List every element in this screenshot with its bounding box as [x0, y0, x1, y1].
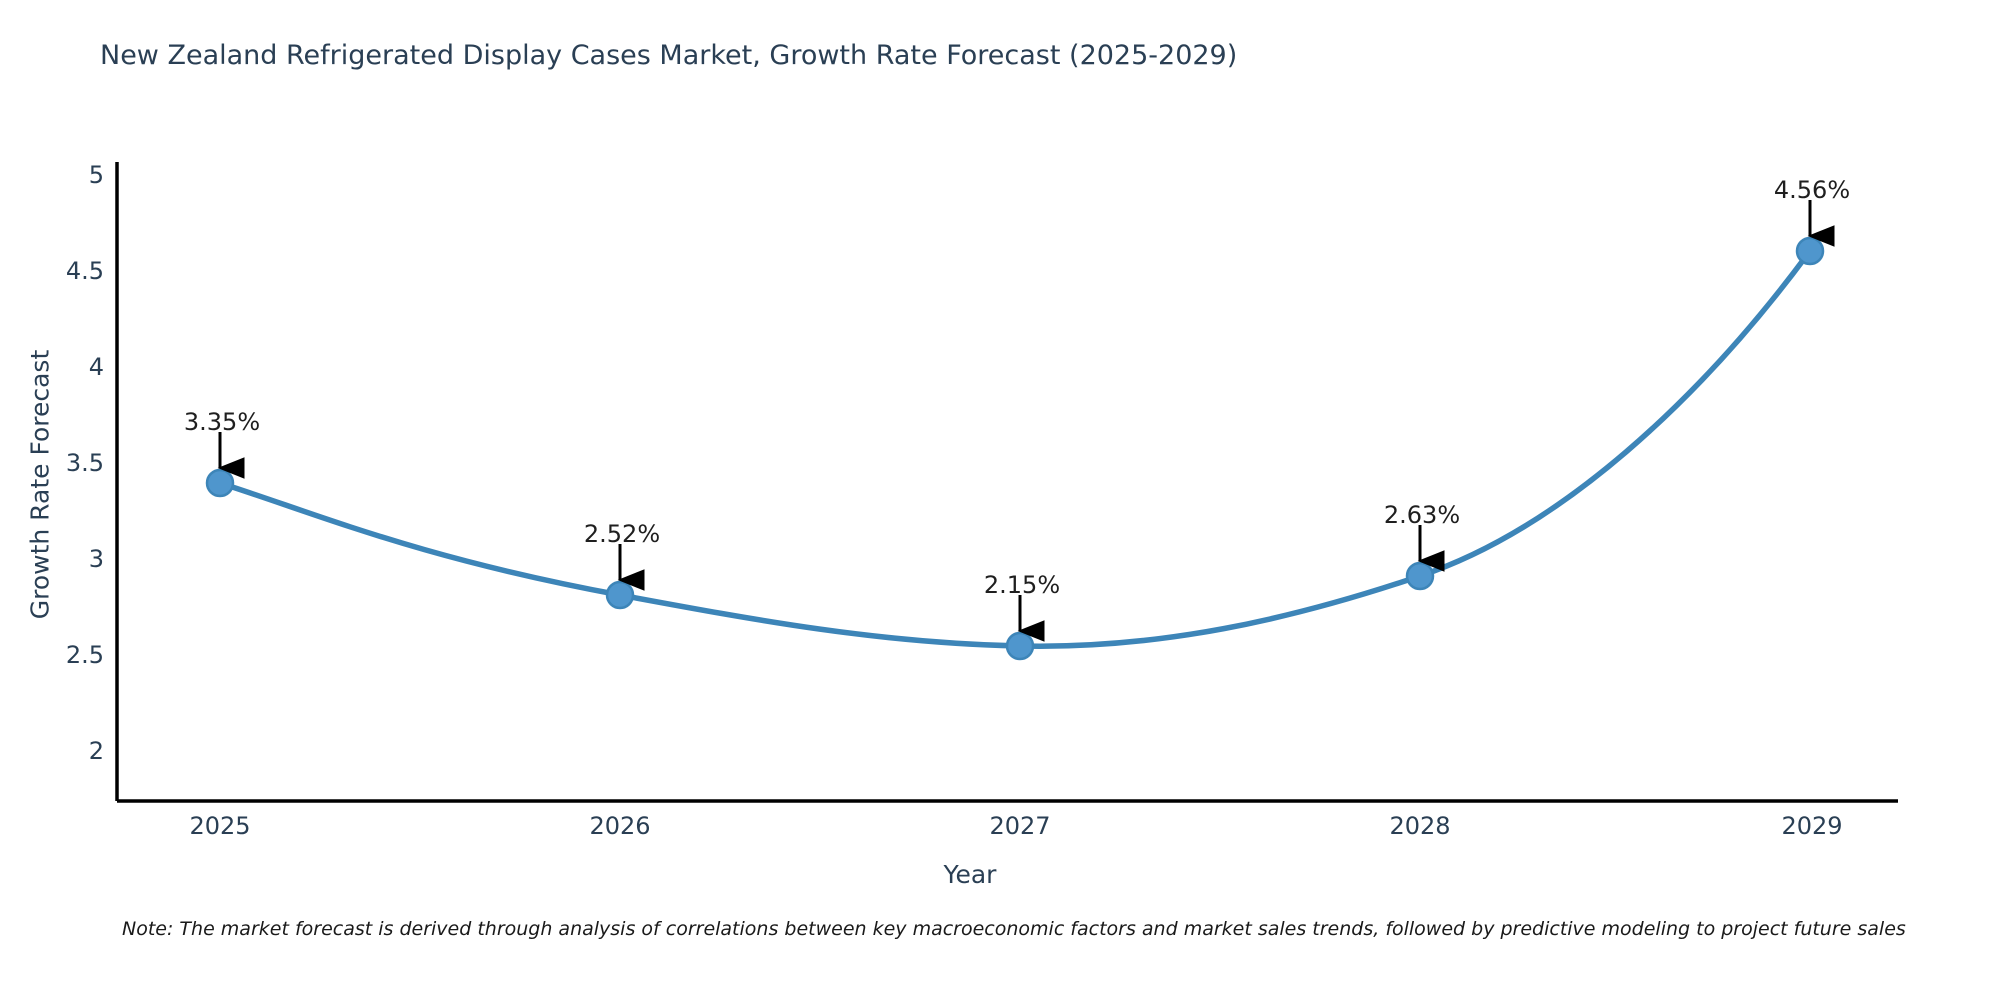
data-point-label: 4.56% — [1773, 176, 1851, 204]
data-point-label: 2.63% — [1383, 501, 1461, 529]
chart-title: New Zealand Refrigerated Display Cases M… — [100, 40, 1238, 71]
data-point-marker — [1005, 631, 1035, 661]
x-tick-label: 2028 — [1389, 812, 1451, 840]
y-axis-tick-labels: 5 4.5 4 3.5 3 2.5 2 — [0, 0, 104, 1000]
data-point-label: 2.15% — [983, 571, 1061, 599]
y-tick-label: 4 — [88, 353, 104, 381]
y-tick-label: 5 — [88, 161, 104, 189]
data-point-label: 3.35% — [183, 408, 261, 436]
x-tick-label: 2029 — [1781, 812, 1843, 840]
y-tick-label: 3.5 — [65, 449, 104, 477]
data-point-marker — [605, 580, 635, 610]
y-tick-label: 3 — [88, 545, 104, 573]
data-point-marker — [1405, 561, 1435, 591]
y-tick-label: 4.5 — [65, 257, 104, 285]
x-tick-label: 2026 — [589, 812, 651, 840]
data-point-label: 2.52% — [583, 520, 661, 548]
x-tick-label: 2025 — [189, 812, 251, 840]
data-point-marker — [1795, 236, 1825, 266]
x-tick-label: 2027 — [989, 812, 1051, 840]
x-axis-title: Year — [943, 860, 997, 889]
y-tick-label: 2.5 — [65, 641, 104, 669]
chart-footnote: Note: The market forecast is derived thr… — [122, 918, 1906, 940]
y-tick-label: 2 — [88, 737, 104, 765]
data-point-marker — [205, 468, 235, 498]
